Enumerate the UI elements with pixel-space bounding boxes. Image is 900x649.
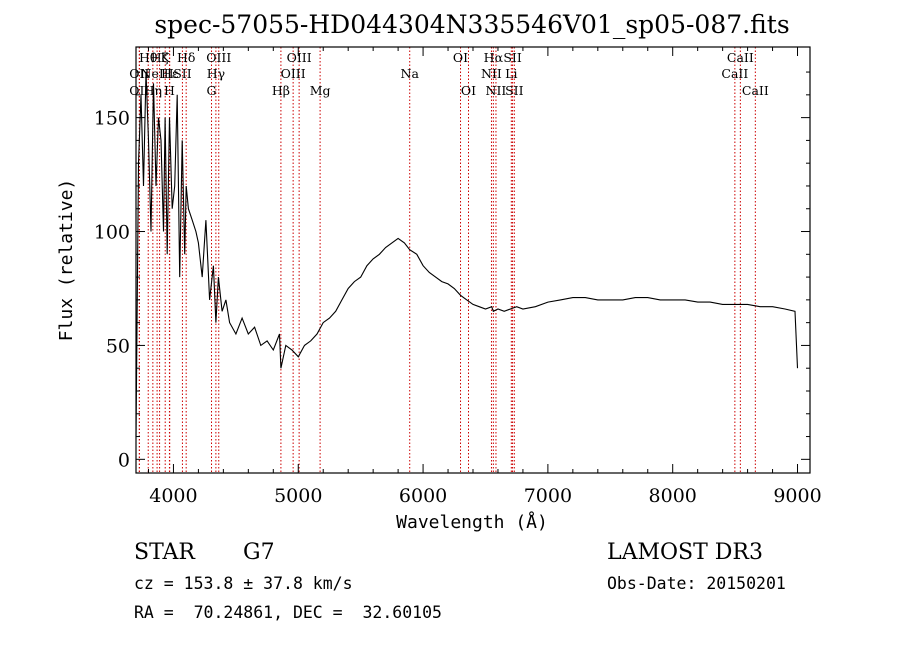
- x-axis-ticks: 4000 5000 6000 7000 8000 9000: [147, 47, 822, 507]
- line-label: Mg: [310, 83, 331, 98]
- line-label: Na: [401, 66, 420, 81]
- line-label: OIII: [287, 50, 312, 65]
- x-tick-label: 5000: [274, 485, 322, 507]
- line-label: Hθ: [139, 50, 157, 65]
- line-label: CaII: [742, 83, 769, 98]
- x-tick-label: 6000: [399, 485, 447, 507]
- y-tick-label: 100: [94, 222, 130, 244]
- x-tick-label: 4000: [149, 485, 197, 507]
- y-tick-label: 50: [106, 335, 130, 357]
- chart-title: spec-57055-HD044304N335546V01_sp05-087.f…: [154, 10, 789, 39]
- line-label: H: [164, 83, 175, 98]
- x-axis-label: Wavelength (Å): [396, 511, 548, 533]
- line-label: SII: [505, 83, 524, 98]
- line-label: Li: [505, 66, 517, 81]
- line-label: Hζ: [151, 50, 169, 65]
- y-tick-label: 150: [94, 108, 130, 130]
- obs-date: Obs-Date: 20150201: [607, 574, 786, 593]
- y-axis-label: Flux (relative): [56, 179, 77, 342]
- subclass: G7: [243, 540, 275, 565]
- coordinates: RA = 70.24861, DEC = 32.60105: [134, 603, 442, 622]
- plot-frame: [135, 46, 811, 474]
- line-label: OI: [461, 83, 476, 98]
- y-tick-label: 0: [118, 449, 130, 471]
- line-markers: [138, 47, 756, 473]
- line-label: Hδ: [177, 50, 195, 65]
- line-label: OI: [453, 50, 468, 65]
- line-label: SII: [173, 66, 192, 81]
- spectrum-line: [135, 72, 799, 437]
- line-label: OII: [129, 83, 149, 98]
- redshift: cz = 153.8 ± 37.8 km/s: [134, 574, 353, 593]
- line-label: CaII: [727, 50, 754, 65]
- line-label: NII: [486, 83, 507, 98]
- line-label: Hε: [161, 66, 178, 81]
- line-label: K: [161, 50, 171, 65]
- x-tick-label: 9000: [773, 485, 821, 507]
- line-label: CaII: [721, 66, 748, 81]
- line-label: NeIII: [141, 66, 174, 81]
- y-axis-ticks: 0 50 100 150: [94, 71, 810, 471]
- line-label: Hα: [484, 50, 504, 65]
- line-label: G: [207, 83, 217, 98]
- object-class: STAR: [134, 540, 195, 565]
- x-tick-label: 7000: [524, 485, 572, 507]
- line-label: OIII: [206, 50, 231, 65]
- x-tick-label: 8000: [649, 485, 697, 507]
- line-label: OII: [129, 66, 149, 81]
- line-label: Hβ: [272, 83, 290, 98]
- line-label: SII: [503, 50, 522, 65]
- survey-name: LAMOST DR3: [607, 540, 763, 565]
- line-label: NII: [481, 66, 502, 81]
- line-label: Hγ: [207, 66, 225, 81]
- line-label: OIII: [281, 66, 306, 81]
